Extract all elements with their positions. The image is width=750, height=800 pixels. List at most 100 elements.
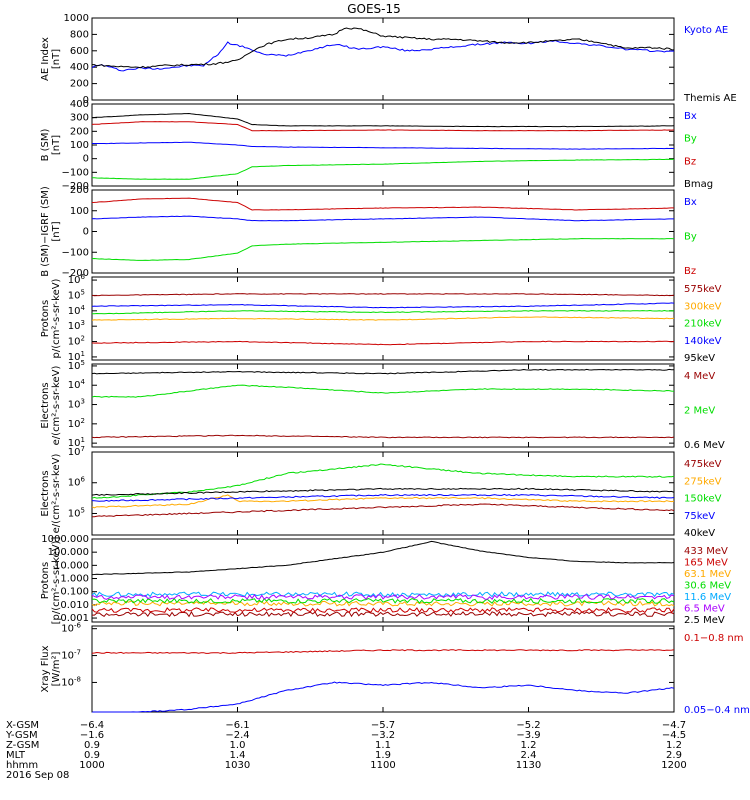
series-line: [92, 27, 675, 69]
y-axis-label: [p/(cm²-s-sr-keV)]: [51, 537, 62, 625]
legend-entry: 0.6 MeV: [684, 440, 725, 451]
y-axis-label: Xray Flux: [40, 645, 51, 692]
series-line: [91, 237, 675, 261]
y-tick-label: 105: [68, 359, 85, 372]
y-tick-label: 10-6: [61, 622, 81, 635]
series-line: [91, 293, 675, 297]
legend-entry: 11.6 MeV: [684, 592, 731, 603]
y-tick-label: 104: [68, 304, 86, 317]
y-axis-label: p/(cm²-s-sr-keV): [51, 278, 62, 358]
legend-entry: 4 MeV: [684, 371, 715, 382]
y-tick-label: 400: [70, 62, 89, 73]
series-line: [92, 610, 675, 618]
series-line: [91, 340, 675, 346]
panel-frame: [91, 189, 675, 274]
y-tick-label: 107: [68, 445, 85, 458]
series-line: [91, 121, 675, 132]
legend-entry: By: [684, 232, 697, 243]
y-tick-label: 100.000: [48, 547, 89, 558]
y-tick-label: 105: [68, 506, 85, 519]
series-line: [91, 309, 675, 315]
series-line: [91, 494, 675, 509]
legend-entry: 95keV: [684, 353, 715, 364]
x-tick-label: 1.0: [230, 740, 246, 751]
series-line: [92, 141, 675, 150]
y-tick-label: −100: [62, 167, 89, 178]
series-line: [91, 384, 675, 398]
panel-8: 10-6 10-7 10-8 Xray Flux [W/m²] 0.1−0.8 nm 0.0…: [40, 622, 750, 716]
legend-entry: Bx: [684, 197, 697, 208]
y-tick-label: 600: [70, 46, 89, 57]
legend-entry: 63.1 MeV: [684, 569, 731, 580]
panel-2: 400 300 200 100 0 −100 −200 B (SM) [nT] Bx By Bz Bma…: [40, 99, 713, 192]
y-axis-label: [nT]: [51, 135, 62, 155]
legend-entry: 2 MeV: [684, 406, 715, 417]
series-line: [91, 591, 675, 598]
y-tick-label: 104: [68, 378, 86, 391]
x-row-label: X-GSM: [6, 720, 39, 731]
series-line: [91, 597, 675, 604]
x-row-label: hhmm: [6, 760, 38, 771]
panel-7: 1000.000 100.000 10.000 1.000 0.100 0.010 0.00…: [40, 534, 731, 626]
y-axis-label: [nT]: [51, 221, 62, 241]
series-line: [91, 607, 675, 614]
x-tick-label: 1000: [79, 760, 104, 771]
y-axis-label: B (SM): [40, 128, 51, 161]
x-tick-label: 0.9: [84, 750, 100, 761]
y-tick-label: 800: [70, 29, 89, 40]
x-tick-label: −6.1: [225, 720, 249, 731]
series-line: [91, 649, 675, 654]
y-tick-label: 106: [68, 273, 86, 286]
series-line: [91, 593, 675, 600]
y-tick-label: 0.001: [60, 613, 89, 624]
legend-entry: 0.1−0.8 nm: [684, 633, 743, 644]
y-tick-label: 200: [70, 185, 89, 196]
legend-entry: 300keV: [684, 301, 722, 312]
legend-entry: 475keV: [684, 459, 722, 470]
x-tick-label: −4.7: [662, 720, 686, 731]
series-line: [91, 197, 674, 211]
y-axis-label: Protons: [40, 300, 51, 337]
y-tick-label: 100: [70, 140, 89, 151]
legend-entry: 2.5 MeV: [684, 615, 725, 626]
legend-entry: Bx: [684, 111, 697, 122]
panel-3: 200 100 0 −100 −200 B (SM)−IGRF (SM) [nT] Bx By B…: [40, 185, 697, 279]
y-tick-label: 200: [70, 79, 89, 90]
panel-frame: [91, 17, 675, 101]
y-tick-label: 100: [70, 206, 89, 217]
series-line: [91, 493, 675, 502]
legend-entry: 433 MeV: [684, 546, 728, 557]
y-axis-label: B (SM)−IGRF (SM): [40, 186, 51, 277]
panel-frame: [91, 363, 675, 448]
x-tick-label: 1.4: [230, 750, 246, 761]
y-axis-label: AE Index: [40, 37, 51, 81]
y-tick-label: 0.010: [60, 600, 89, 611]
x-tick-label: 1100: [370, 760, 395, 771]
series-line: [91, 302, 675, 309]
y-axis-label: e/(cm²-s-sr-keV): [51, 454, 62, 534]
y-tick-label: 103: [68, 398, 85, 411]
x-tick-label: −2.4: [225, 730, 249, 741]
y-tick-label: 106: [68, 476, 86, 489]
legend-entry: 150keV: [684, 494, 722, 505]
legend-entry: 140keV: [684, 336, 722, 347]
panel-frame: [91, 625, 675, 713]
legend-entry: 0.05−0.4 nm: [684, 705, 750, 716]
x-tick-label: 1130: [516, 760, 541, 771]
y-tick-label: 400: [70, 99, 89, 110]
series-line: [91, 316, 675, 321]
y-tick-label: 102: [68, 417, 85, 430]
series-line: [91, 503, 675, 518]
x-tick-label: −3.2: [371, 730, 395, 741]
x-tick-label: −3.9: [516, 730, 540, 741]
y-axis-label: Electrons: [40, 470, 51, 516]
y-tick-label: 0: [83, 154, 89, 165]
y-tick-label: 0: [83, 227, 89, 238]
legend-entry: By: [684, 134, 697, 145]
series-line: [91, 368, 675, 375]
y-axis-label: Protons: [40, 562, 51, 599]
legend-entry: Bz: [684, 266, 696, 277]
y-tick-label: 1000: [64, 13, 89, 24]
legend-entry: Themis AE: [683, 93, 737, 104]
